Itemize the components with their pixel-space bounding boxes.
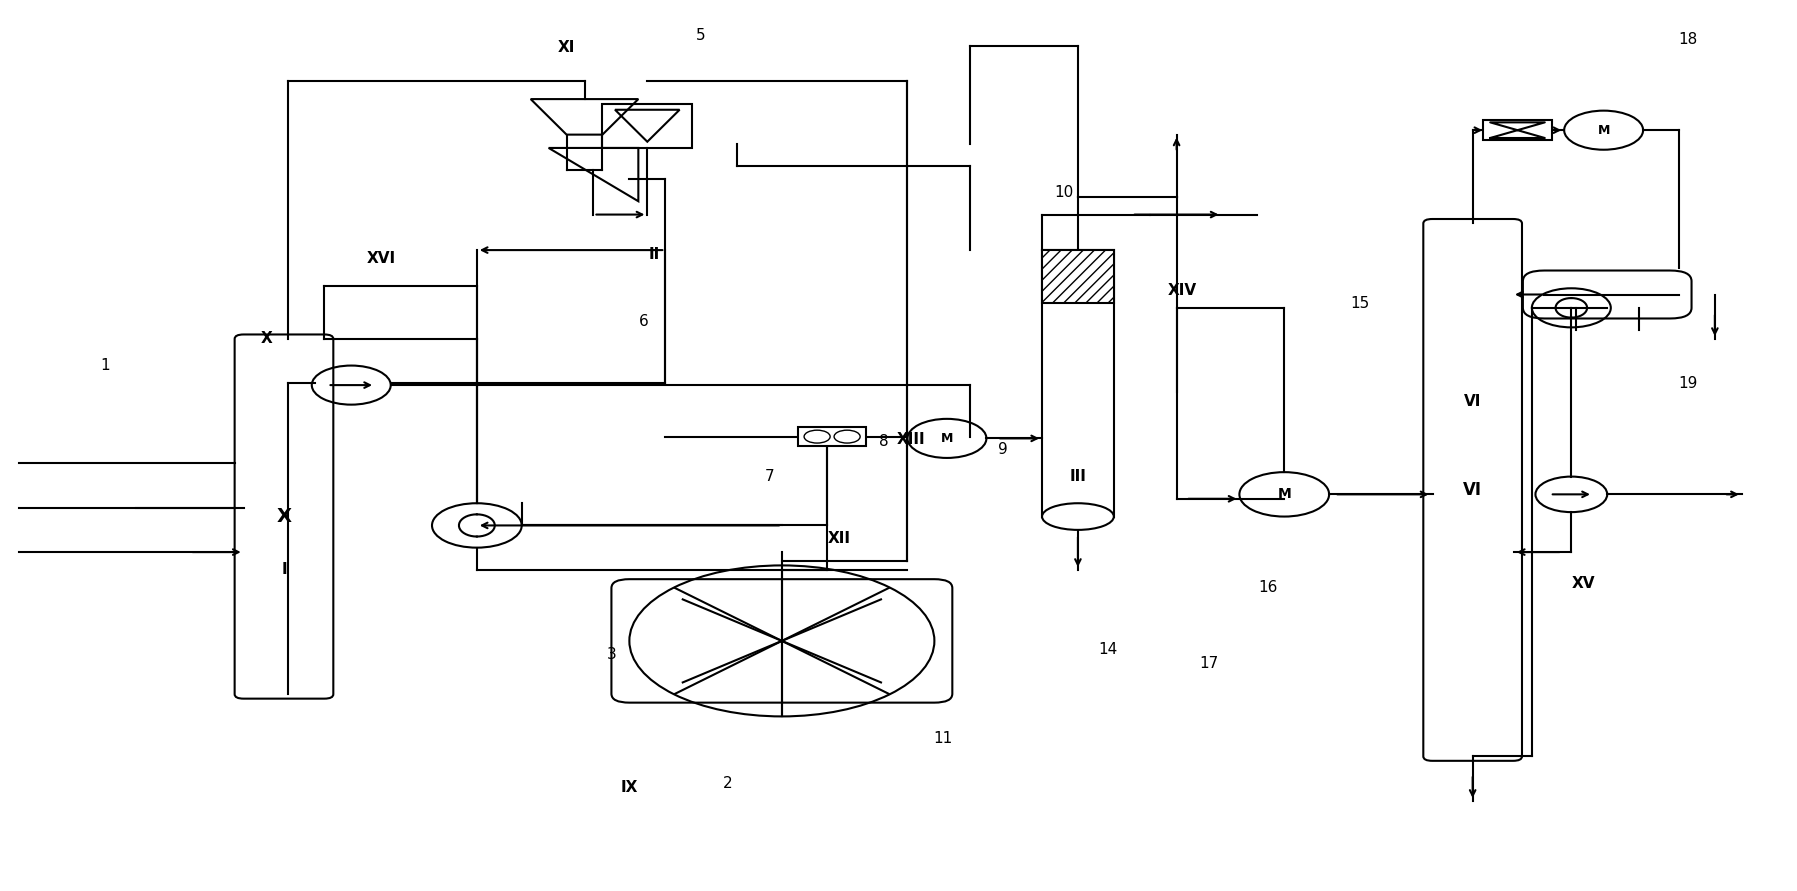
Text: 14: 14 (1098, 642, 1118, 658)
Text: X: X (261, 331, 273, 347)
Text: XI: XI (557, 40, 575, 55)
Text: I: I (282, 562, 288, 577)
FancyBboxPatch shape (1522, 271, 1691, 318)
Text: 1: 1 (101, 358, 110, 373)
FancyBboxPatch shape (611, 579, 952, 703)
Text: III: III (1069, 469, 1087, 484)
Text: M: M (1278, 487, 1290, 502)
Bar (1042, 250, 1114, 517)
Text: M: M (1598, 124, 1610, 136)
Text: XVI: XVI (367, 251, 397, 266)
Text: 3: 3 (607, 647, 616, 662)
Ellipse shape (1042, 503, 1114, 530)
Text: 17: 17 (1199, 656, 1218, 671)
Text: 8: 8 (879, 434, 890, 448)
Text: II: II (649, 247, 659, 262)
Text: 7: 7 (764, 469, 775, 484)
Text: 9: 9 (997, 443, 1008, 457)
Text: 15: 15 (1350, 296, 1369, 311)
Text: VI: VI (1463, 481, 1483, 499)
Text: XIII: XIII (897, 432, 925, 446)
Text: 19: 19 (1678, 376, 1698, 391)
FancyBboxPatch shape (235, 334, 332, 699)
Text: 16: 16 (1258, 580, 1278, 595)
Text: 2: 2 (722, 775, 733, 790)
Text: IX: IX (620, 780, 638, 795)
Text: X: X (277, 507, 291, 526)
Bar (798, 427, 866, 446)
Text: 6: 6 (640, 314, 649, 329)
Bar (1483, 120, 1551, 140)
Text: XV: XV (1572, 576, 1596, 591)
Text: 10: 10 (1055, 184, 1073, 200)
Text: M: M (942, 432, 952, 445)
Text: XIV: XIV (1168, 282, 1197, 298)
Text: 11: 11 (934, 732, 952, 746)
Bar (1042, 250, 1114, 303)
Text: 18: 18 (1678, 32, 1698, 47)
Text: XII: XII (828, 531, 850, 546)
Text: 5: 5 (695, 28, 706, 43)
Text: VI: VI (1465, 394, 1481, 409)
FancyBboxPatch shape (1423, 219, 1522, 761)
